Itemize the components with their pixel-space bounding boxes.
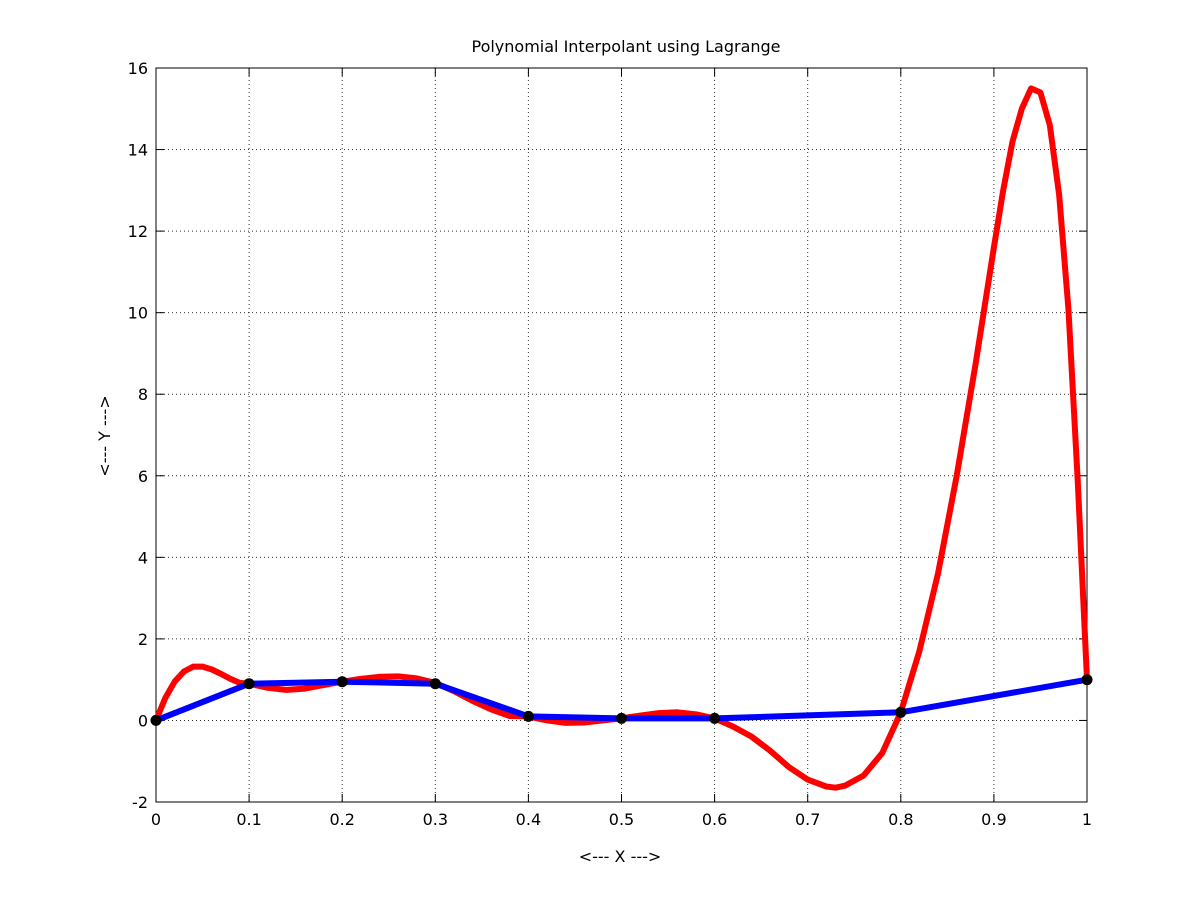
y-tick-label: 6 <box>138 467 148 486</box>
x-tick-label: 0.6 <box>702 810 727 829</box>
x-tick-label: 0.4 <box>516 810 541 829</box>
y-tick-label: 12 <box>128 222 148 241</box>
x-tick-label: 0.9 <box>981 810 1006 829</box>
y-tick-label: 4 <box>138 548 148 567</box>
x-tick-label: 0.8 <box>888 810 913 829</box>
x-tick-label: 0.2 <box>329 810 354 829</box>
data-point <box>895 706 907 718</box>
y-tick-label: 14 <box>128 141 148 160</box>
y-tick-label: 0 <box>138 711 148 730</box>
data-point <box>150 714 162 726</box>
y-axis-label: <--- Y ---> <box>95 395 114 476</box>
y-tick-label: 16 <box>128 59 148 78</box>
y-tick-label: -2 <box>132 793 148 812</box>
x-axis-label: <--- X ---> <box>579 847 662 866</box>
x-tick-label: 0.3 <box>423 810 448 829</box>
data-point <box>429 678 441 690</box>
data-point <box>1081 674 1093 686</box>
data-point <box>616 712 627 724</box>
data-point <box>243 678 255 690</box>
data-point <box>522 710 534 722</box>
x-tick-label: 0 <box>151 810 161 829</box>
x-tick-label: 0.5 <box>609 810 634 829</box>
x-tick-label: 1 <box>1082 810 1092 829</box>
y-tick-label: 8 <box>138 385 148 404</box>
y-tick-label: 10 <box>128 304 148 323</box>
chart-title: Polynomial Interpolant using Lagrange <box>471 37 780 56</box>
y-tick-label: 2 <box>138 630 148 649</box>
data-point <box>336 676 348 688</box>
ticks: 0 0.1 0.2 0.3 0.4 0.5 0.6 0.7 0.8 0.9 1-2024681012… <box>128 59 1092 829</box>
series <box>150 85 1093 791</box>
data-point <box>709 712 721 724</box>
x-tick-label: 0.1 <box>236 810 261 829</box>
x-tick-label: 0.7 <box>795 810 820 829</box>
